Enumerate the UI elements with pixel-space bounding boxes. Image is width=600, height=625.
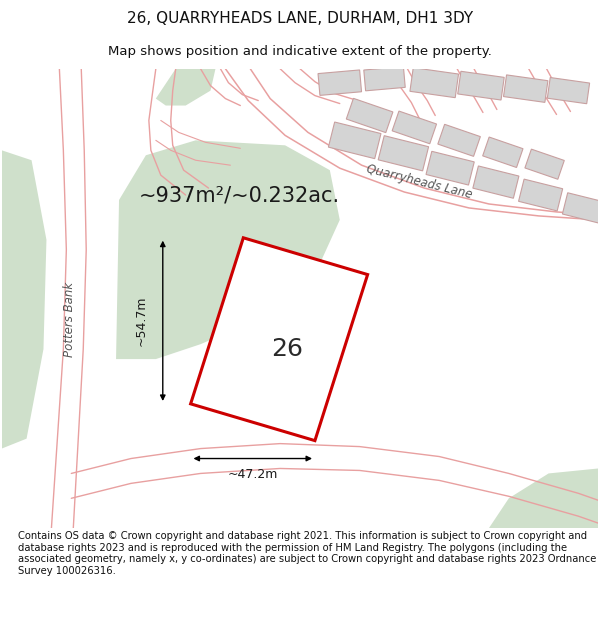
Polygon shape [116, 141, 340, 359]
Text: 26: 26 [271, 337, 303, 361]
Polygon shape [392, 111, 437, 144]
Text: Potters Bank: Potters Bank [63, 282, 76, 357]
Polygon shape [489, 469, 598, 528]
Polygon shape [410, 68, 458, 98]
Polygon shape [378, 136, 428, 171]
Text: Quarryheads Lane: Quarryheads Lane [365, 162, 473, 201]
Text: Map shows position and indicative extent of the property.: Map shows position and indicative extent… [108, 45, 492, 58]
Polygon shape [458, 71, 504, 100]
Text: ~47.2m: ~47.2m [227, 468, 278, 481]
Polygon shape [525, 149, 564, 179]
Polygon shape [562, 192, 600, 223]
Polygon shape [426, 151, 474, 185]
Text: 26, QUARRYHEADS LANE, DURHAM, DH1 3DY: 26, QUARRYHEADS LANE, DURHAM, DH1 3DY [127, 11, 473, 26]
Polygon shape [547, 78, 590, 104]
Text: ~937m²/~0.232ac.: ~937m²/~0.232ac. [139, 185, 340, 205]
Polygon shape [2, 150, 46, 449]
Polygon shape [191, 238, 368, 441]
Polygon shape [518, 179, 563, 211]
Polygon shape [438, 124, 481, 156]
Polygon shape [328, 122, 381, 159]
Text: ~54.7m: ~54.7m [134, 296, 148, 346]
Polygon shape [346, 98, 393, 132]
Polygon shape [156, 69, 215, 106]
Polygon shape [364, 66, 405, 91]
Polygon shape [318, 70, 362, 96]
Polygon shape [473, 166, 519, 198]
Polygon shape [503, 75, 548, 102]
Polygon shape [482, 137, 523, 168]
Text: Contains OS data © Crown copyright and database right 2021. This information is : Contains OS data © Crown copyright and d… [18, 531, 596, 576]
